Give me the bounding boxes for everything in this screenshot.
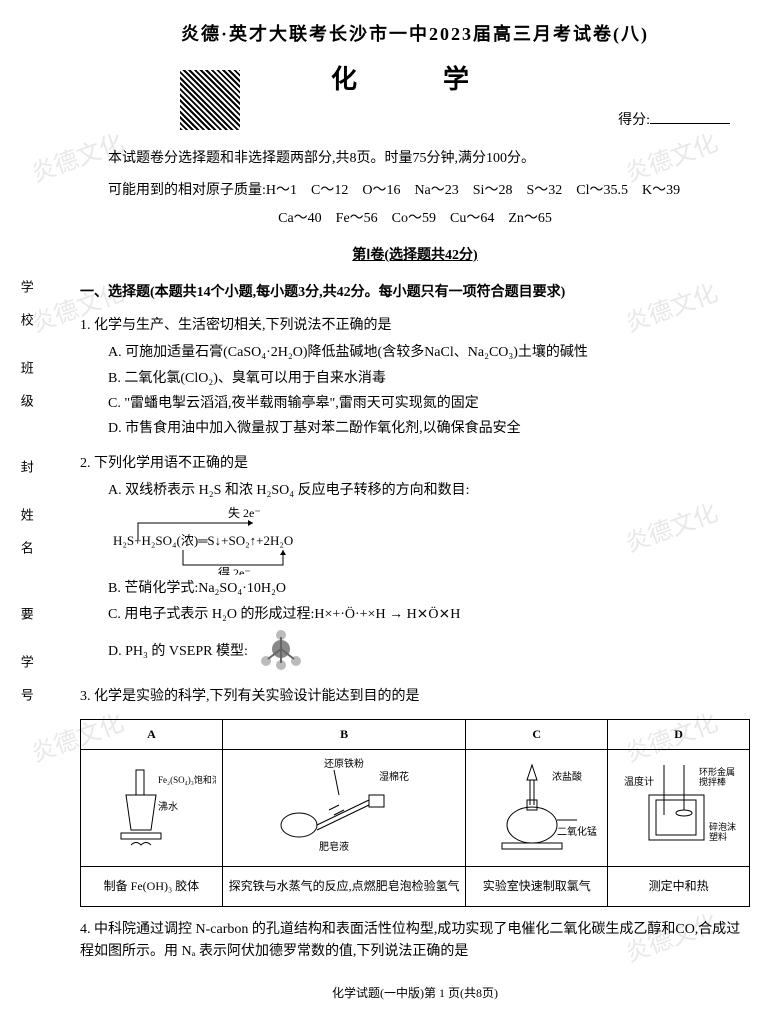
q2-option-d: D. PH₃ 的 VSEPR 模型: [80,629,750,674]
q1-option-d: D. 市售食用油中加入微量叔丁基对苯二酚作氧化剂,以确保食品安全 [80,418,750,440]
col-a-header: A [81,719,223,749]
col-c-header: C [466,719,608,749]
exp-a-desc: 制备 Fe(OH)₃ 胶体 [81,867,223,907]
q3-stem: 3. 化学是实验的科学,下列有关实验设计能达到目的的是 [80,686,750,708]
exam-title: 炎德·英才大联考长沙市一中2023届高三月考试卷(八) [80,20,750,49]
diagram-equation: H₂S+H₂SO₄(浓)═S↓+SO₂↑+2H₂O [113,533,293,548]
svg-text:搅拌棒: 搅拌棒 [699,776,726,787]
svg-text:沸水: 沸水 [158,800,178,813]
q1-option-c: C. "雷蟠电掣云滔滔,夜半载雨输亭皋",雷雨天可实现氮的固定 [80,393,750,415]
vsepr-model-icon [256,629,306,674]
question-4: 4. 中科院通过调控 N-carbon 的孔道结构和表面活性位构型,成功实现了电… [80,919,750,964]
page-footer: 化学试题(一中版)第 1 页(共8页) [80,984,750,1003]
q2-option-a: A. 双线桥表示 H₂S 和浓 H₂SO₄ 反应电子转移的方向和数目: [80,480,750,502]
q2-option-c: C. 用电子式表示 H₂O 的形成过程:H×+·Ö·+×H → H⨯Ö⨯H [80,604,750,626]
q1-option-b: B. 二氧化氯(ClO₂)、臭氧可以用于自来水消毒 [80,368,750,390]
atomic-masses-1: 可能用到的相对原子质量:H～1 C～12 O～16 Na～23 Si～28 S～… [80,180,750,202]
part-header: 一、选择题(本题共14个小题,每小题3分,共42分。每小题只有一项符合题目要求) [80,282,750,304]
diagram-top-label: 失 2e⁻ [228,505,261,520]
svg-text:浓盐酸: 浓盐酸 [552,770,582,783]
q2-stem: 2. 下列化学用语不正确的是 [80,453,750,475]
exam-intro: 本试题卷分选择题和非选择题两部分,共8页。时量75分钟,满分100分。 [80,148,750,170]
exp-c-desc: 实验室快速制取氯气 [466,867,608,907]
svg-text:还原铁粉: 还原铁粉 [324,757,364,770]
exp-c-diagram: 浓盐酸 二氧化锰 [466,749,608,866]
question-1: 1. 化学与生产、生活密切相关,下列说法不正确的是 A. 可施加适量石膏(CaS… [80,315,750,441]
question-3: 3. 化学是实验的科学,下列有关实验设计能达到目的的是 A B C D Fe₂(… [80,686,750,907]
svg-text:塑料: 塑料 [709,831,727,842]
q1-option-a: A. 可施加适量石膏(CaSO₄·2H₂O)降低盐碱地(含较多NaCl、Na₂C… [80,342,750,364]
score-line: 得分: [80,110,730,132]
diagram-bot-label: 得 2e⁻ [218,565,251,575]
binding-edge-labels: 学校 班级 封 姓名 要 学号 [15,280,36,880]
exp-b-diagram: 还原铁粉 湿棉花 肥皂液 [222,749,465,866]
atomic-masses-2: Ca～40 Fe～56 Co～59 Cu～64 Zn～65 [80,208,750,230]
experiment-table: A B C D Fe₂(SO₄)₃饱和溶液 沸水 [80,719,750,907]
svg-text:二氧化锰: 二氧化锰 [557,825,597,838]
q1-stem: 1. 化学与生产、生活密切相关,下列说法不正确的是 [80,315,750,337]
exp-a-diagram: Fe₂(SO₄)₃饱和溶液 沸水 [81,749,223,866]
q2-option-b: B. 芒硝化学式:Na₂SO₄·10H₂O [80,578,750,600]
svg-text:温度计: 温度计 [624,775,654,788]
col-d-header: D [608,719,750,749]
exp-b-desc: 探究铁与水蒸气的反应,点燃肥皂泡检验氢气 [222,867,465,907]
exp-d-diagram: 温度计 环形金属 搅拌棒 碎泡沫 塑料 [608,749,750,866]
q4-stem: 4. 中科院通过调控 N-carbon 的孔道结构和表面活性位构型,成功实现了电… [80,919,750,964]
qr-code [180,70,240,130]
q2-diagram: 失 2e⁻ H₂S+H₂SO₄(浓)═S↓+SO₂↑+2H₂O 得 2e⁻ [80,505,750,575]
section-1-title: 第Ⅰ卷(选择题共42分) [80,245,750,267]
question-2: 2. 下列化学用语不正确的是 A. 双线桥表示 H₂S 和浓 H₂SO₄ 反应电… [80,453,750,675]
svg-text:肥皂液: 肥皂液 [319,840,349,853]
exp-d-desc: 测定中和热 [608,867,750,907]
col-b-header: B [222,719,465,749]
svg-text:Fe₂(SO₄)₃饱和溶液: Fe₂(SO₄)₃饱和溶液 [158,774,216,785]
svg-text:湿棉花: 湿棉花 [379,770,409,783]
svg-text:环形金属: 环形金属 [699,766,735,777]
svg-text:碎泡沫: 碎泡沫 [709,821,736,832]
